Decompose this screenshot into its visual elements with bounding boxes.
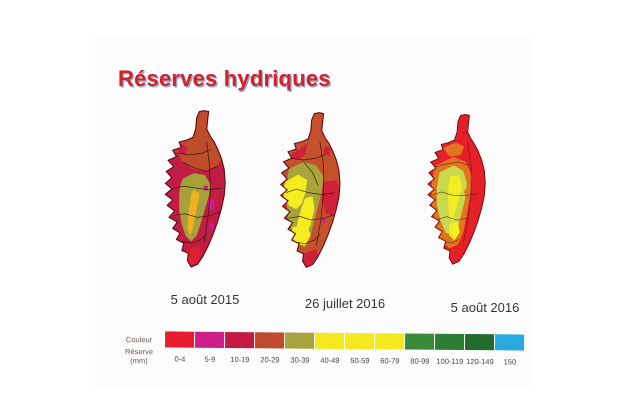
map-corsica-2016-july bbox=[279, 112, 341, 269]
map-caption-2015: 5 août 2015 bbox=[170, 292, 240, 307]
legend-swatch-80-99 bbox=[404, 333, 436, 350]
legend-swatch-150 bbox=[494, 334, 526, 351]
legend-range-label: 60-79 bbox=[380, 355, 400, 365]
legend-value-row-label: Réserve (mm) bbox=[124, 347, 153, 366]
legend-value-row: Réserve (mm) 0-4 5-9 10-19 20-29 30-39 40-49 5… bbox=[116, 347, 525, 369]
map-corsica-2016-august bbox=[427, 114, 486, 265]
legend-swatch-50-59 bbox=[345, 332, 376, 350]
map-caption-2016-august: 5 août 2016 bbox=[450, 300, 520, 315]
map-corsica-2015 bbox=[164, 110, 226, 268]
legend-range-label: 150 bbox=[503, 356, 517, 366]
legend-range-label: 20-29 bbox=[260, 354, 280, 364]
legend-swatch-5-9 bbox=[195, 331, 226, 348]
legend-swatch-120-149 bbox=[464, 334, 496, 351]
legend: Couleur Réserve (mm) 0-4 5-9 10-19 20-29 30-… bbox=[116, 331, 526, 369]
legend-range-label: 0-4 bbox=[174, 354, 186, 364]
legend-swatch-40-49 bbox=[315, 332, 346, 349]
page-title: Réserves hydriques bbox=[118, 66, 331, 91]
legend-range-label: 120-149 bbox=[466, 356, 494, 366]
map-caption-2016-july: 26 juillet 2016 bbox=[304, 296, 386, 311]
legend-range-label: 50-59 bbox=[350, 355, 370, 365]
legend-range-label: 100-119 bbox=[436, 356, 464, 366]
legend-range-label: 30-39 bbox=[290, 355, 310, 365]
legend-range-label: 10-19 bbox=[230, 354, 250, 364]
legend-swatch-0-4 bbox=[165, 331, 196, 348]
legend-color-row-label: Couleur bbox=[125, 334, 153, 344]
legend-swatch-30-39 bbox=[285, 332, 316, 349]
legend-range-label: 80-99 bbox=[410, 356, 430, 366]
legend-swatch-100-119 bbox=[434, 333, 466, 351]
legend-swatch-10-19 bbox=[225, 331, 256, 349]
legend-range-label: 5-9 bbox=[204, 354, 216, 364]
legend-range-label: 40-49 bbox=[320, 355, 340, 365]
legend-swatch-20-29 bbox=[255, 332, 286, 349]
legend-swatch-60-79 bbox=[374, 333, 406, 350]
